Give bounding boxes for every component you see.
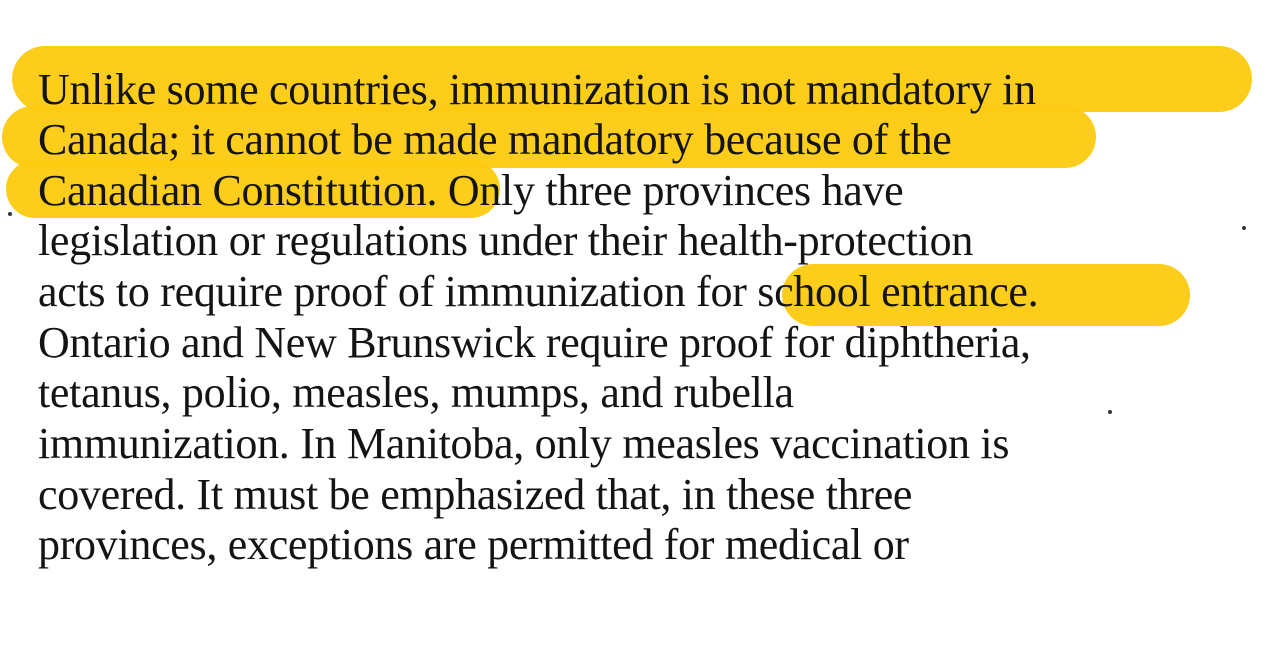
text-line-7: tetanus, polio, measles, mumps, and rube… — [38, 368, 794, 417]
text-line-4: legislation or regulations under their h… — [38, 216, 974, 265]
scan-speck — [8, 212, 12, 216]
highlight-mark-3 — [6, 160, 500, 218]
scan-speck — [1242, 226, 1246, 230]
highlight-mark-2 — [2, 106, 1096, 168]
text-line-6: Ontario and New Brunswick require proof … — [38, 318, 1031, 367]
scan-speck — [1108, 410, 1112, 414]
highlight-mark-1 — [12, 46, 1252, 112]
text-line-1: Unlike some countries, immunization is n… — [38, 65, 1036, 114]
text-line-2: Canada; it cannot be made mandatory beca… — [38, 115, 952, 164]
text-line-10: provinces, exceptions are permitted for … — [38, 520, 909, 569]
text-line-8: immunization. In Manitoba, only measles … — [38, 419, 1010, 468]
text-line-5: acts to require proof of immunization fo… — [38, 267, 1039, 316]
text-line-9: covered. It must be emphasized that, in … — [38, 470, 913, 519]
highlight-mark-4 — [782, 264, 1190, 326]
text-line-3: Canadian Constitution. Only three provin… — [38, 166, 904, 215]
